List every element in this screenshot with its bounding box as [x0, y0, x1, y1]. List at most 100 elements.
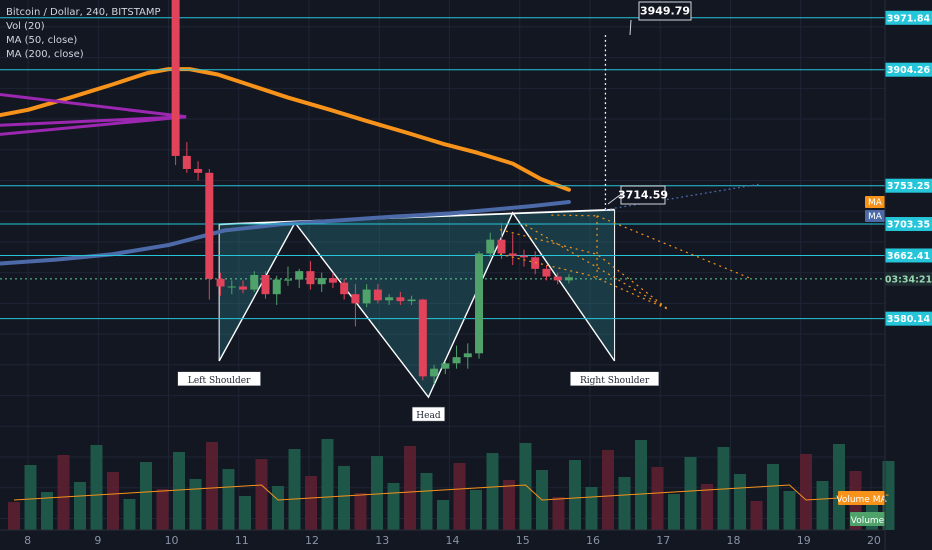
pattern-label-bg: [412, 406, 445, 422]
candle-body: [396, 297, 405, 302]
x-tick-label: 12: [305, 534, 319, 547]
volume-bar: [173, 452, 185, 530]
volume-bar: [602, 450, 614, 530]
candle-body: [250, 274, 259, 290]
volume-bar: [255, 459, 268, 530]
candle-body: [362, 289, 371, 304]
chart-badge-label: Volume: [851, 516, 885, 526]
price-axis-badge-label: 3580.14: [887, 314, 931, 325]
chart-badge-label: MA: [868, 198, 883, 208]
candle-body: [261, 274, 270, 295]
candle-body: [508, 253, 517, 256]
candle-body: [385, 297, 394, 301]
volume-bar: [486, 453, 499, 530]
volume-bar: [222, 469, 235, 530]
volume-bar: [404, 446, 416, 530]
price-axis-badge-label: 3971.84: [887, 13, 931, 24]
volume-bar: [734, 474, 746, 530]
pattern-label-bg: [570, 371, 660, 387]
volume-ma-line: [13, 484, 889, 501]
chart-badge: [838, 491, 885, 505]
price-axis-badge-label: 3753.25: [887, 181, 930, 192]
legend-ma200: MA (200, close): [6, 49, 84, 60]
x-tick-label: 17: [656, 534, 670, 547]
volume-bar: [503, 480, 515, 530]
volume-bar: [8, 502, 20, 530]
candle-body: [171, 0, 180, 156]
volume-bar: [305, 476, 317, 530]
volume-bar: [668, 494, 680, 530]
purple-trendline: [0, 115, 187, 136]
candle-body: [564, 277, 573, 281]
price-axis-badge: [885, 248, 932, 263]
x-tick-label: 8: [24, 534, 31, 547]
volume-bar: [783, 491, 796, 530]
x-tick-label: 14: [446, 534, 460, 547]
volume-bar: [123, 499, 136, 530]
volume-bar: [387, 483, 400, 530]
candle-body: [418, 299, 427, 377]
volume-bar: [552, 497, 565, 530]
pattern-label: Head: [416, 411, 441, 421]
price-axis-badge-label: 03:34:21: [885, 274, 932, 285]
projection-line: [596, 215, 752, 280]
purple-trendline: [0, 92, 187, 119]
price-axis-badge: [885, 217, 932, 232]
legend-symbol: Bitcoin / Dollar, 240, BITSTAMP: [6, 7, 161, 18]
volume-bar: [816, 481, 829, 530]
chart-badge-label: MA: [868, 212, 883, 222]
candle-body: [463, 353, 472, 358]
price-axis-badge: [885, 62, 932, 77]
pattern-fill: [219, 209, 615, 398]
candle-body: [452, 357, 461, 364]
volume-bar: [272, 486, 284, 530]
x-tick-label: 9: [94, 534, 101, 547]
price-axis-badge: [885, 178, 932, 193]
target-label-2: 3949.79: [640, 5, 690, 18]
candle-body: [373, 289, 382, 301]
volume-bar: [107, 472, 119, 530]
volume-bar: [569, 460, 581, 530]
chart-badge-label: Volume MA: [836, 495, 887, 505]
volume-bar: [57, 455, 70, 530]
x-tick-label: 16: [586, 534, 600, 547]
candle-body: [441, 363, 450, 369]
volume-bar: [767, 464, 779, 530]
candle-body: [239, 286, 248, 290]
volume-bar: [24, 465, 37, 530]
target-label-1: 3714.59: [618, 189, 668, 202]
x-tick-label: 10: [165, 534, 179, 547]
candle-body: [430, 368, 439, 377]
price-axis-badge-label: 3662.41: [887, 251, 930, 262]
volume-bar: [74, 482, 86, 530]
volume-bar: [585, 487, 598, 530]
candle-body: [182, 155, 191, 169]
price-axis-badge: [885, 311, 932, 326]
projection-line: [499, 253, 669, 311]
volume-bar: [338, 466, 350, 530]
volume-bar: [90, 445, 103, 530]
volume-bar: [635, 440, 647, 530]
candle-body: [194, 168, 203, 173]
volume-bar: [618, 477, 631, 530]
candle-body: [317, 278, 326, 285]
pattern-outline: [218, 211, 616, 399]
projection-line: [551, 214, 598, 217]
volume-bar: [354, 493, 367, 530]
volume-bar: [140, 462, 152, 530]
candle-body: [227, 286, 236, 288]
volume-bar: [371, 456, 383, 530]
target-callout-pointer: [629, 19, 632, 36]
volume-bar: [288, 449, 301, 530]
legend-volume: Vol (20): [6, 21, 45, 32]
volume-bar: [239, 496, 251, 530]
candle-body: [351, 294, 360, 304]
volume-bar: [519, 443, 532, 530]
price-axis-badge: [885, 10, 932, 25]
x-tick-label: 13: [375, 534, 389, 547]
volume-bar: [750, 501, 763, 530]
target-callout-pointer: [607, 194, 621, 205]
